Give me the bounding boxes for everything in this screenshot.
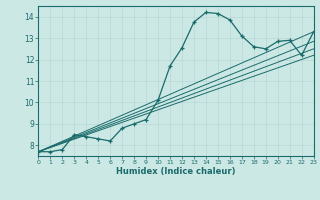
X-axis label: Humidex (Indice chaleur): Humidex (Indice chaleur)	[116, 167, 236, 176]
